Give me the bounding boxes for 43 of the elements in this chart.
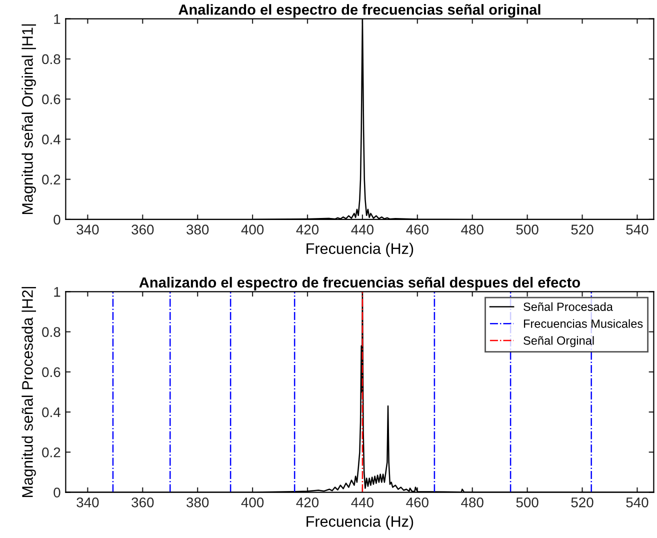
- x-tick-label: 440: [351, 498, 374, 508]
- x-tick-label: 340: [76, 498, 99, 508]
- x-axis-title: Frecuencia (Hz): [306, 242, 414, 258]
- chart-title: Analizando el espectro de frecuencias señal original: [178, 4, 540, 18]
- x-tick-label: 440: [351, 224, 374, 235]
- x-tick-label: 520: [571, 224, 594, 235]
- x-tick-label: 480: [461, 224, 484, 235]
- x-tick-label: 480: [461, 498, 484, 508]
- y-tick-label: 0.8: [42, 327, 60, 337]
- y-tick-label: 0.6: [42, 367, 60, 378]
- x-tick-label: 360: [132, 498, 154, 508]
- chart-title: Analizando el espectro de frecuencias señal despues del efecto: [139, 276, 580, 291]
- y-axis-title: Magnitud señal Original |H1|: [22, 24, 36, 214]
- y-axis-title: Magnitud señal Procesada |H2|: [22, 287, 36, 498]
- legend-label: Señal Procesada: [524, 302, 613, 311]
- x-tick-label: 460: [406, 498, 428, 508]
- y-tick-label: 0.4: [42, 134, 60, 144]
- legend-label: Señal Orginal: [524, 336, 594, 348]
- y-tick-label: 0.8: [42, 54, 60, 64]
- x-tick-label: 500: [516, 498, 538, 508]
- y-tick-label: 0: [54, 488, 60, 498]
- x-tick-label: 400: [241, 498, 264, 508]
- legend-label: Frecuencias Musicales: [524, 319, 643, 328]
- x-tick-label: 380: [186, 498, 209, 508]
- x-tick-label: 400: [241, 224, 264, 235]
- y-tick-label: 0: [54, 214, 60, 225]
- x-tick-label: 540: [626, 498, 648, 508]
- x-tick-label: 420: [296, 224, 319, 235]
- x-tick-label: 340: [76, 224, 99, 235]
- x-tick-label: 460: [406, 224, 428, 235]
- y-tick-label: 0.6: [42, 94, 60, 104]
- x-tick-label: 540: [626, 224, 648, 235]
- y-tick-label: 0.2: [42, 447, 60, 458]
- x-tick-label: 380: [186, 224, 209, 235]
- x-tick-label: 520: [571, 498, 594, 508]
- x-axis-title: Frecuencia (Hz): [306, 516, 414, 530]
- x-tick-label: 500: [516, 224, 538, 235]
- y-tick-label: 0.4: [42, 407, 60, 418]
- x-tick-label: 360: [132, 224, 154, 235]
- y-tick-label: 0.2: [42, 174, 60, 184]
- y-tick-label: 1: [54, 287, 60, 297]
- y-tick-label: 1: [54, 14, 60, 24]
- x-tick-label: 420: [296, 498, 319, 508]
